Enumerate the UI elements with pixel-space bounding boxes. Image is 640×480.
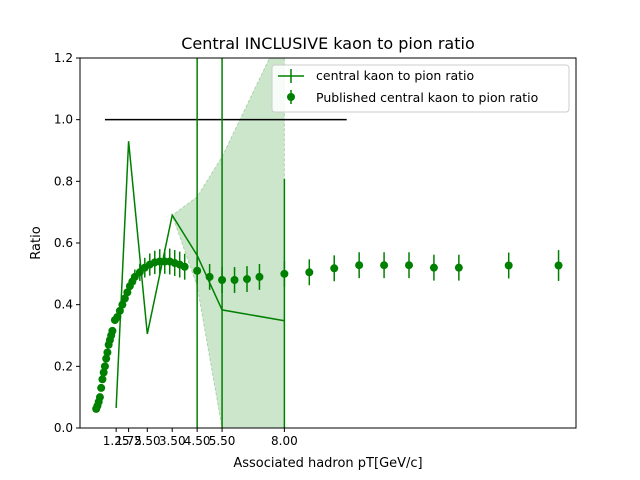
data-point bbox=[355, 261, 364, 270]
data-point bbox=[554, 261, 563, 270]
data-point bbox=[180, 262, 189, 271]
legend-label-line-series: central kaon to pion ratio bbox=[316, 68, 474, 83]
data-point bbox=[454, 263, 463, 272]
y-tick-label: 0.8 bbox=[54, 174, 73, 188]
x-tick-label: 2.50 bbox=[134, 434, 161, 448]
data-point bbox=[218, 276, 227, 284]
data-point bbox=[97, 383, 106, 392]
data-point bbox=[108, 326, 117, 335]
legend-key-marker-series bbox=[287, 90, 295, 104]
x-axis-label: Associated hadron pT[GeV/c] bbox=[233, 456, 422, 471]
data-point bbox=[205, 272, 214, 281]
line-series-layer bbox=[115, 58, 286, 428]
marker-series-layer bbox=[92, 248, 563, 413]
y-axis-label: Ratio bbox=[29, 226, 44, 259]
data-point bbox=[330, 264, 339, 273]
x-tick-label: 8.00 bbox=[271, 434, 298, 448]
x-tick-label: 1.75 bbox=[115, 434, 142, 448]
legend-label-marker-series: Published central kaon to pion ratio bbox=[316, 90, 538, 105]
y-tick-label: 1.0 bbox=[54, 113, 73, 127]
x-tick-label: 1.25 bbox=[103, 434, 130, 448]
plot-area bbox=[80, 58, 576, 428]
legend: central kaon to pion ratio Published cen… bbox=[271, 64, 570, 113]
y-tick-label: 0.0 bbox=[54, 421, 73, 435]
y-tick-label: 1.2 bbox=[54, 51, 73, 65]
legend-key-line-series bbox=[278, 69, 304, 83]
y-tick-label: 0.6 bbox=[54, 236, 73, 250]
data-point bbox=[305, 268, 314, 277]
data-point bbox=[98, 375, 107, 384]
legend-box bbox=[271, 64, 570, 113]
data-point bbox=[405, 261, 414, 270]
y-tick-label: 0.4 bbox=[54, 298, 73, 312]
data-point bbox=[280, 269, 289, 278]
y-tick-label: 0.2 bbox=[54, 359, 73, 373]
x-axis-ticks: 1.251.752.503.504.505.50 8.00 bbox=[103, 428, 298, 448]
data-point bbox=[504, 261, 513, 270]
x-tick-label: 5.50 bbox=[209, 434, 236, 448]
data-point bbox=[99, 368, 108, 377]
data-point bbox=[95, 393, 104, 402]
chart-title: Central INCLUSIVE kaon to pion ratio bbox=[181, 34, 475, 53]
data-point bbox=[380, 261, 389, 270]
data-point bbox=[429, 263, 438, 272]
data-point bbox=[255, 272, 264, 281]
data-point bbox=[100, 362, 109, 371]
x-tick-label: 4.50 bbox=[184, 434, 211, 448]
data-point bbox=[242, 275, 251, 284]
data-point bbox=[193, 266, 202, 275]
data-point bbox=[103, 348, 112, 357]
x-tick-label: 3.50 bbox=[159, 434, 186, 448]
y-axis-ticks: 0.0 0.2 0.4 0.6 0.8 1.0 1.2 bbox=[54, 51, 80, 435]
data-point bbox=[230, 276, 239, 284]
data-point bbox=[102, 354, 111, 363]
